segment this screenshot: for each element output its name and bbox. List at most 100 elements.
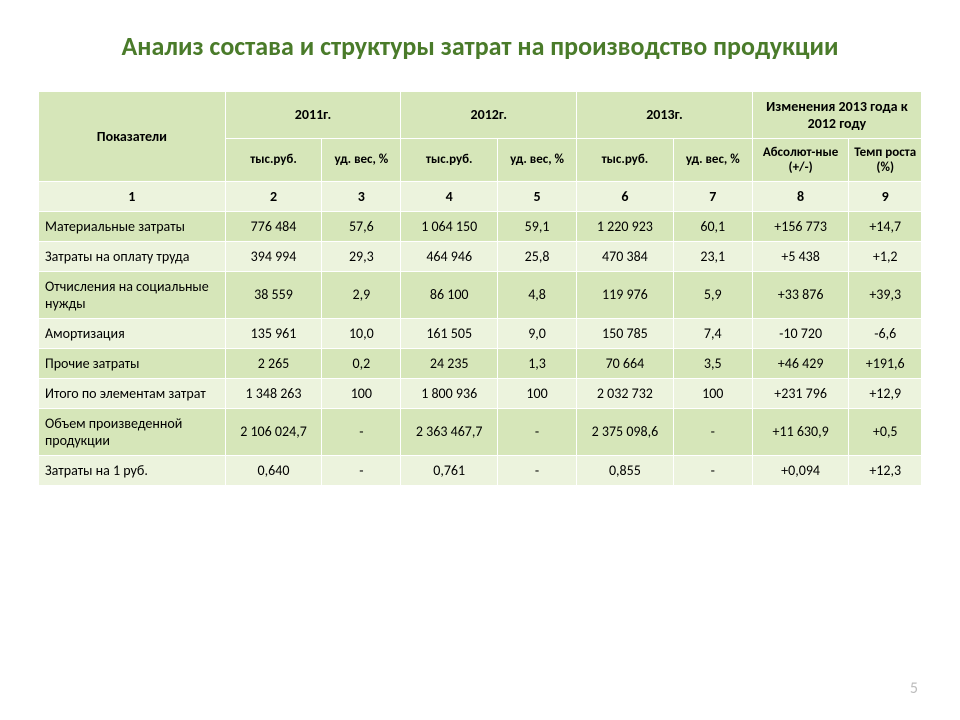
cell: 5,9	[673, 271, 752, 318]
header-row-1: Показатели 2011г. 2012г. 2013г. Изменени…	[39, 91, 922, 138]
cell: 1 220 923	[577, 211, 674, 241]
row-label: Материальные затраты	[39, 211, 226, 241]
cell: 9,0	[498, 318, 577, 348]
cell: 394 994	[225, 241, 322, 271]
cell: 57,6	[322, 211, 401, 241]
cell: 1 064 150	[401, 211, 498, 241]
cell: +12,9	[849, 378, 922, 408]
table-row: Материальные затраты 776 484 57,6 1 064 …	[39, 211, 922, 241]
col-2012: 2012г.	[401, 91, 577, 138]
colnum-7: 7	[673, 181, 752, 211]
cell: 29,3	[322, 241, 401, 271]
cell: -	[673, 455, 752, 485]
cell: 776 484	[225, 211, 322, 241]
cell: 24 235	[401, 348, 498, 378]
cell: +46 429	[752, 348, 849, 378]
cell: +191,6	[849, 348, 922, 378]
colnum-4: 4	[401, 181, 498, 211]
colnum-1: 1	[39, 181, 226, 211]
table-row: Затраты на оплату труда 394 994 29,3 464…	[39, 241, 922, 271]
col-2013: 2013г.	[577, 91, 753, 138]
table-row: Итого по элементам затрат 1 348 263 100 …	[39, 378, 922, 408]
colnum-8: 8	[752, 181, 849, 211]
cell: 4,8	[498, 271, 577, 318]
cell: 1,3	[498, 348, 577, 378]
cell: 0,2	[322, 348, 401, 378]
cell: -	[498, 455, 577, 485]
cell: 70 664	[577, 348, 674, 378]
cell: +39,3	[849, 271, 922, 318]
cell: 10,0	[322, 318, 401, 348]
cell: +11 630,9	[752, 408, 849, 455]
cell: 464 946	[401, 241, 498, 271]
page-number: 5	[910, 679, 918, 698]
cell: 38 559	[225, 271, 322, 318]
page-title: Анализ состава и структуры затрат на про…	[38, 30, 922, 63]
col-2011-pct: уд. вес, %	[322, 138, 401, 181]
cell: 0,640	[225, 455, 322, 485]
cell: 25,8	[498, 241, 577, 271]
cost-structure-table: Показатели 2011г. 2012г. 2013г. Изменени…	[38, 91, 922, 486]
cell: 1 348 263	[225, 378, 322, 408]
cell: 7,4	[673, 318, 752, 348]
row-label: Затраты на 1 руб.	[39, 455, 226, 485]
col-growth: Темп роста (%)	[849, 138, 922, 181]
cell: +33 876	[752, 271, 849, 318]
cell: 100	[322, 378, 401, 408]
cell: +231 796	[752, 378, 849, 408]
row-label: Затраты на оплату труда	[39, 241, 226, 271]
cell: +5 438	[752, 241, 849, 271]
cell: 60,1	[673, 211, 752, 241]
cell: 100	[673, 378, 752, 408]
cell: -6,6	[849, 318, 922, 348]
cell: +0,5	[849, 408, 922, 455]
colnum-3: 3	[322, 181, 401, 211]
cell: 470 384	[577, 241, 674, 271]
col-2011: 2011г.	[225, 91, 401, 138]
col-2013-pct: уд. вес, %	[673, 138, 752, 181]
cell: 150 785	[577, 318, 674, 348]
row-label: Отчисления на социальные нужды	[39, 271, 226, 318]
cell: 0,855	[577, 455, 674, 485]
cell: 59,1	[498, 211, 577, 241]
cell: -10 720	[752, 318, 849, 348]
col-2011-rub: тыс.руб.	[225, 138, 322, 181]
column-number-row: 1 2 3 4 5 6 7 8 9	[39, 181, 922, 211]
cell: 2,9	[322, 271, 401, 318]
cell: +0,094	[752, 455, 849, 485]
col-2012-rub: тыс.руб.	[401, 138, 498, 181]
cell: 86 100	[401, 271, 498, 318]
cell: 119 976	[577, 271, 674, 318]
cell: -	[322, 455, 401, 485]
cell: 2 032 732	[577, 378, 674, 408]
col-changes: Изменения 2013 года к 2012 году	[752, 91, 921, 138]
cell: 100	[498, 378, 577, 408]
cell: 135 961	[225, 318, 322, 348]
cell: 2 375 098,6	[577, 408, 674, 455]
col-2013-rub: тыс.руб.	[577, 138, 674, 181]
cell: 2 265	[225, 348, 322, 378]
cell: 1 800 936	[401, 378, 498, 408]
cell: -	[498, 408, 577, 455]
row-label: Итого по элементам затрат	[39, 378, 226, 408]
table-row: Отчисления на социальные нужды 38 559 2,…	[39, 271, 922, 318]
cell: 23,1	[673, 241, 752, 271]
colnum-5: 5	[498, 181, 577, 211]
table-row: Объем произведенной продукции 2 106 024,…	[39, 408, 922, 455]
cell: -	[673, 408, 752, 455]
col-indicators: Показатели	[39, 91, 226, 181]
col-2012-pct: уд. вес, %	[498, 138, 577, 181]
cell: -	[322, 408, 401, 455]
cell: +14,7	[849, 211, 922, 241]
col-absolute: Абсолют-ные (+/-)	[752, 138, 849, 181]
cell: +156 773	[752, 211, 849, 241]
cell: +1,2	[849, 241, 922, 271]
row-label: Объем произведенной продукции	[39, 408, 226, 455]
row-label: Амортизация	[39, 318, 226, 348]
cell: 2 363 467,7	[401, 408, 498, 455]
cell: 2 106 024,7	[225, 408, 322, 455]
cell: 161 505	[401, 318, 498, 348]
cell: +12,3	[849, 455, 922, 485]
table-row: Прочие затраты 2 265 0,2 24 235 1,3 70 6…	[39, 348, 922, 378]
slide: Анализ состава и структуры затрат на про…	[0, 0, 960, 720]
